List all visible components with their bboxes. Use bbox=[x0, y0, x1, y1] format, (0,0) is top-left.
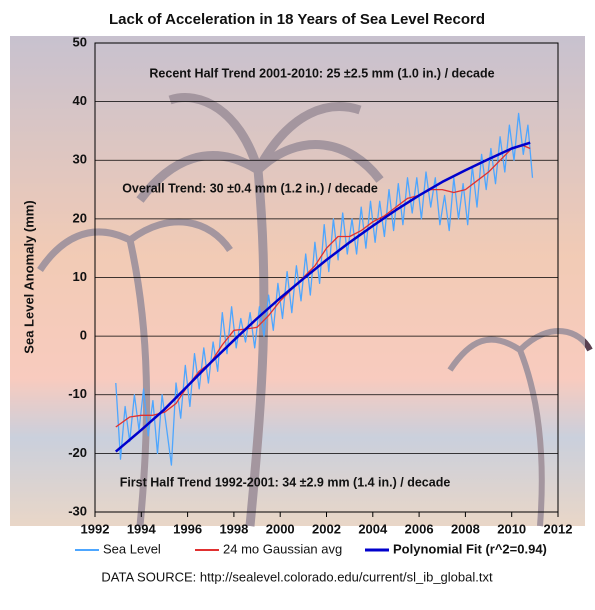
x-tick-label: 2004 bbox=[358, 521, 388, 536]
x-tick-label: 2002 bbox=[312, 521, 341, 536]
x-tick-label: 2012 bbox=[544, 521, 573, 536]
x-tick-label: 2008 bbox=[451, 521, 480, 536]
y-tick-label: 0 bbox=[80, 328, 87, 343]
annotation: Overall Trend: 30 ±0.4 mm (1.2 in.) / de… bbox=[122, 181, 378, 195]
x-tick-label: 1992 bbox=[81, 521, 110, 536]
y-tick-label: -20 bbox=[68, 445, 87, 460]
x-tick-label: 1996 bbox=[173, 521, 202, 536]
legend-label: 24 mo Gaussian avg bbox=[223, 541, 342, 556]
y-tick-label: -10 bbox=[68, 386, 87, 401]
x-tick-label: 2000 bbox=[266, 521, 295, 536]
data-source: DATA SOURCE: http://sealevel.colorado.ed… bbox=[101, 569, 493, 584]
plot-frame bbox=[94, 42, 559, 513]
series-line bbox=[115, 112, 534, 466]
y-tick-label: 20 bbox=[73, 210, 87, 225]
x-tick-label: 1994 bbox=[127, 521, 157, 536]
y-tick-label: 40 bbox=[73, 93, 87, 108]
x-tick-label: 2010 bbox=[497, 521, 526, 536]
legend-label: Polynomial Fit (r^2=0.94) bbox=[393, 541, 547, 556]
series-line bbox=[114, 141, 531, 453]
y-tick-label: -30 bbox=[68, 503, 87, 518]
y-tick-label: 30 bbox=[73, 152, 87, 167]
legend-label: Sea Level bbox=[103, 541, 161, 556]
chart-title: Lack of Acceleration in 18 Years of Sea … bbox=[109, 11, 485, 28]
x-tick-label: 2006 bbox=[405, 521, 434, 536]
y-tick-label: 50 bbox=[73, 34, 87, 49]
x-tick-label: 1998 bbox=[219, 521, 248, 536]
photo-background bbox=[10, 36, 593, 527]
annotation: First Half Trend 1992-2001: 34 ±2.9 mm (… bbox=[120, 475, 451, 489]
annotation: Recent Half Trend 2001-2010: 25 ±2.5 mm … bbox=[149, 66, 494, 80]
y-tick-label: 10 bbox=[73, 269, 87, 284]
y-axis-label: Sea Level Anomaly (mm) bbox=[21, 200, 36, 353]
